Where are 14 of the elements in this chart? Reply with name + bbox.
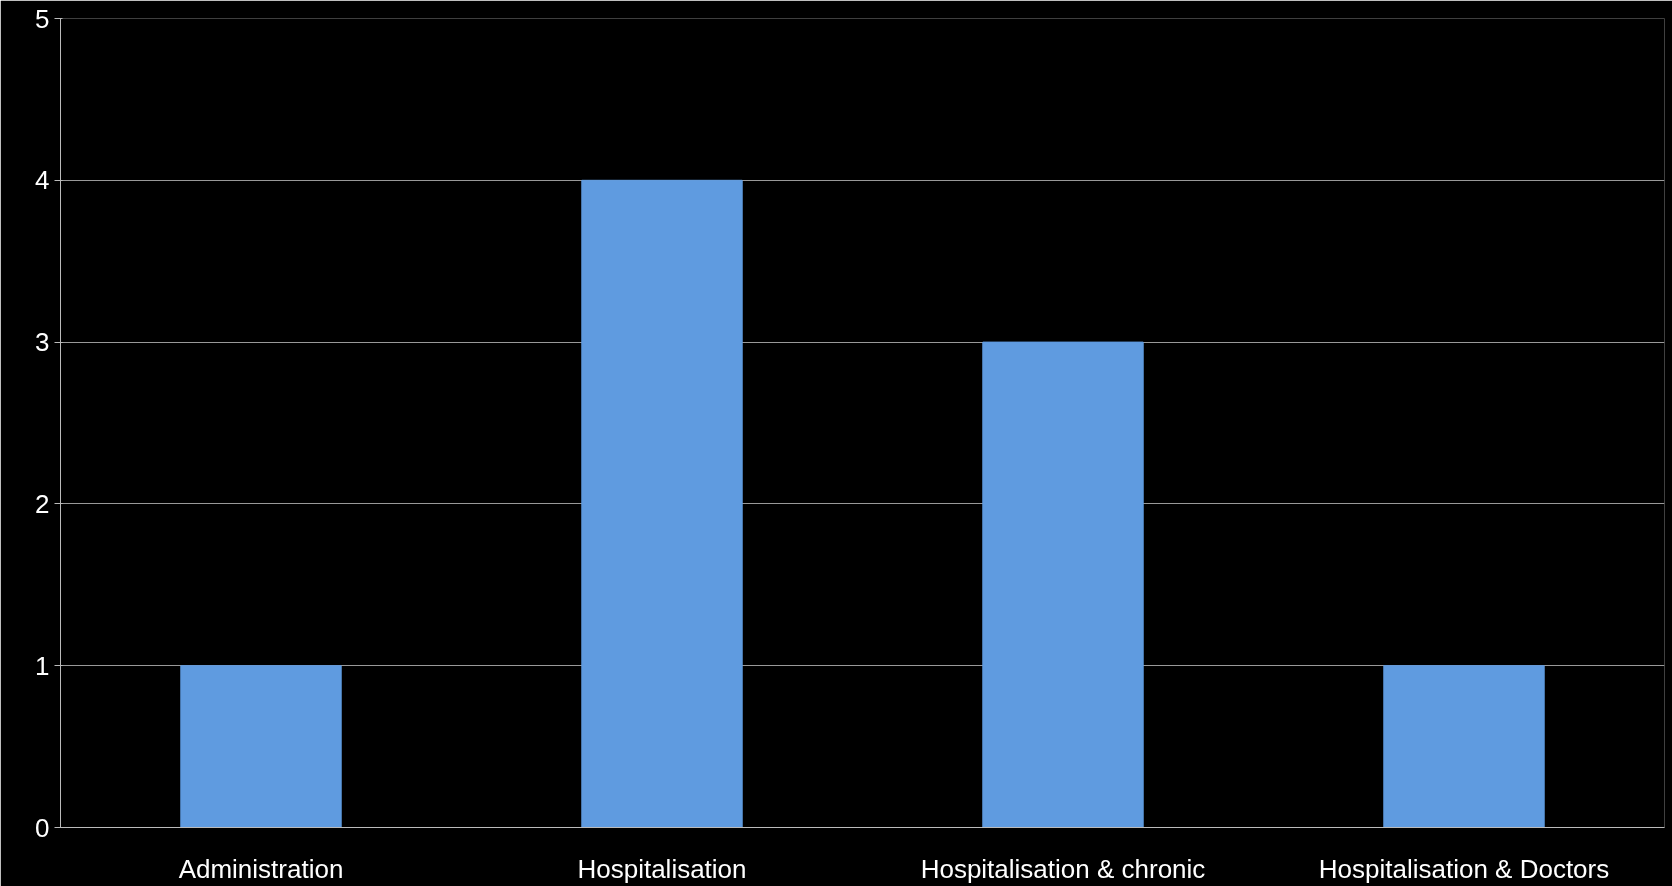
- y-tick-label: 5: [35, 3, 50, 34]
- x-tick-label: Hospitalisation & chronic: [920, 853, 1206, 884]
- y-tick-label: 1: [35, 650, 50, 681]
- bar: [1383, 665, 1545, 828]
- bar: [982, 341, 1144, 828]
- y-tick-label: 4: [35, 165, 50, 196]
- x-tick-label: Hospitalisation & Doctors: [1318, 853, 1610, 884]
- bar: [180, 665, 342, 828]
- x-tick-label: Hospitalisation: [577, 853, 747, 884]
- x-tick-label: Administration: [178, 853, 344, 884]
- y-tick-label: 2: [35, 488, 50, 519]
- y-tick-label: 3: [35, 327, 50, 358]
- bar: [581, 179, 743, 828]
- y-tick-label: 0: [35, 812, 50, 843]
